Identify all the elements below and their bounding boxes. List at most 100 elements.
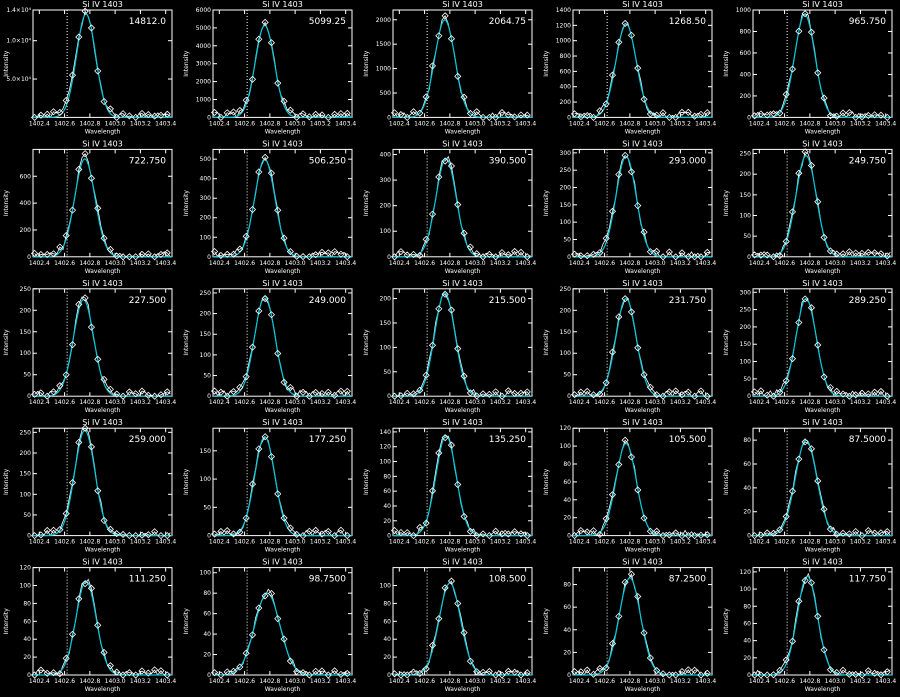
data-point xyxy=(782,377,790,385)
y-tick-label: 40 xyxy=(563,497,571,504)
data-point xyxy=(504,251,512,259)
x-tick-label: 1402.6 xyxy=(234,539,255,546)
y-tick-label: 200 xyxy=(200,215,212,222)
data-point xyxy=(236,663,244,671)
x-tick-label: 1403.0 xyxy=(285,678,306,685)
panel-value-label: 506.250 xyxy=(309,156,346,166)
y-tick-label: 1000 xyxy=(376,66,391,73)
x-axis-label: Wavelength xyxy=(625,268,661,275)
x-tick-label: 1403.0 xyxy=(825,399,846,406)
y-tick-label: 120 xyxy=(560,425,572,432)
x-axis-label: Wavelength xyxy=(85,686,121,693)
y-tick-label: 80 xyxy=(743,603,751,610)
data-point xyxy=(492,113,500,121)
data-point xyxy=(807,28,816,36)
data-point xyxy=(81,150,89,158)
x-tick-label: 1402.8 xyxy=(799,539,820,546)
y-tick-label: 300 xyxy=(560,150,572,157)
data-point xyxy=(697,387,705,395)
data-point xyxy=(883,113,891,121)
x-tick-label: 1402.6 xyxy=(774,678,795,685)
x-axis-label: Wavelength xyxy=(265,547,301,554)
data-line xyxy=(214,588,351,676)
data-point xyxy=(801,10,809,18)
y-tick-label: 100 xyxy=(20,491,32,498)
data-point xyxy=(255,307,263,315)
x-tick-label: 1402.8 xyxy=(799,678,820,685)
data-line xyxy=(574,298,711,397)
y-tick-label: 120 xyxy=(20,565,32,572)
data-point xyxy=(858,389,866,397)
y-tick-label: 60 xyxy=(23,618,31,625)
data-point xyxy=(37,250,45,259)
y-tick-label: 150 xyxy=(20,329,32,336)
data-point xyxy=(466,243,474,251)
data-point xyxy=(858,532,866,540)
panel-value-label: 259.000 xyxy=(129,435,166,445)
data-point xyxy=(769,110,778,118)
y-tick-label: 40 xyxy=(203,631,211,638)
y-tick-label: 2000 xyxy=(376,17,391,24)
x-tick-label: 1402.6 xyxy=(54,260,75,267)
x-tick-label: 1402.4 xyxy=(569,539,590,546)
data-point xyxy=(293,667,301,676)
data-point xyxy=(37,531,45,539)
data-point xyxy=(621,151,629,159)
y-tick-label: 400 xyxy=(740,71,752,78)
data-point xyxy=(871,669,879,677)
data-point xyxy=(49,108,58,116)
data-point xyxy=(659,392,667,400)
data-point xyxy=(441,290,449,298)
data-point xyxy=(615,38,623,46)
y-tick-label: 0 xyxy=(387,533,391,540)
x-tick-label: 1402.4 xyxy=(749,539,770,546)
x-tick-label: 1402.6 xyxy=(234,678,255,685)
data-point xyxy=(608,71,617,79)
data-point xyxy=(286,248,294,256)
panel-2: Si IV 1403 1402.4 1402.6 1402.8 1403.0 1403.2… xyxy=(183,0,356,135)
y-tick-label: 50 xyxy=(203,373,211,380)
panel-title: Si IV 1403 xyxy=(802,279,843,288)
x-axis-label: Wavelength xyxy=(445,268,481,275)
data-point xyxy=(236,106,244,114)
fit-curve xyxy=(213,592,352,676)
panel-value-label: 108.500 xyxy=(489,575,526,585)
x-tick-label: 1402.6 xyxy=(414,399,435,406)
data-point xyxy=(441,584,449,592)
x-tick-label: 1402.6 xyxy=(54,399,75,406)
data-point xyxy=(397,110,405,119)
data-point xyxy=(653,247,661,255)
data-point xyxy=(795,455,803,463)
data-point xyxy=(75,165,83,173)
x-tick-label: 1402.6 xyxy=(594,678,615,685)
data-point xyxy=(236,528,244,536)
data-point xyxy=(697,531,705,539)
x-tick-label: 1402.6 xyxy=(774,260,795,267)
x-axis-label: Wavelength xyxy=(85,268,121,275)
y-tick-label: 0 xyxy=(207,114,211,121)
data-point xyxy=(833,250,841,258)
data-point xyxy=(684,253,692,261)
x-tick-label: 1403.0 xyxy=(645,678,666,685)
data-point xyxy=(280,514,288,522)
data-point xyxy=(229,250,238,258)
data-point xyxy=(43,669,51,677)
x-tick-label: 1403.4 xyxy=(695,120,716,127)
data-point xyxy=(571,110,579,118)
panel-9: Si IV 1403 1402.4 1402.6 1402.8 1403.0 1403.2… xyxy=(543,139,716,274)
x-tick-label: 1403.4 xyxy=(335,260,356,267)
data-point xyxy=(634,64,642,72)
x-tick-label: 1402.8 xyxy=(799,260,820,267)
data-point xyxy=(217,527,225,536)
data-point xyxy=(409,668,418,676)
data-point xyxy=(229,530,238,538)
data-point xyxy=(119,530,127,538)
data-point xyxy=(94,355,102,363)
y-tick-label: 0 xyxy=(207,672,211,679)
data-point xyxy=(826,247,834,255)
panel-title: Si IV 1403 xyxy=(802,558,843,567)
x-tick-label: 1403.2 xyxy=(310,120,331,127)
data-point xyxy=(571,532,579,540)
data-point xyxy=(337,526,345,534)
data-point xyxy=(871,388,879,396)
